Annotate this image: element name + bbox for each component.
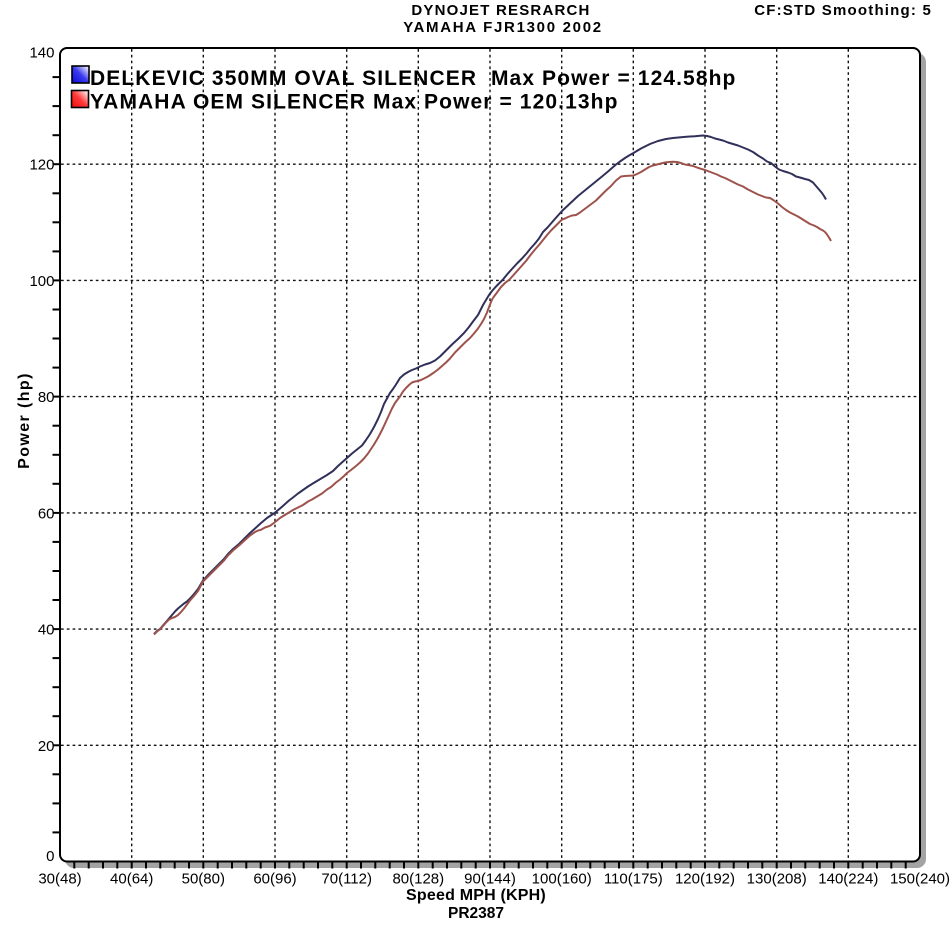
svg-text:YAMAHA FJR1300 2002: YAMAHA FJR1300 2002 (403, 19, 603, 36)
svg-text:140: 140 (29, 45, 54, 62)
svg-text:150(240): 150(240) (890, 871, 950, 888)
svg-text:110(175): 110(175) (604, 871, 663, 888)
svg-text:80: 80 (38, 389, 55, 406)
svg-text:130(208): 130(208) (747, 871, 807, 888)
svg-text:CF:STD Smoothing: 5: CF:STD Smoothing: 5 (754, 2, 932, 19)
svg-text:120(192): 120(192) (675, 871, 735, 888)
svg-text:60: 60 (38, 505, 55, 522)
svg-text:40(64): 40(64) (110, 871, 153, 888)
svg-text:120: 120 (29, 157, 54, 174)
svg-text:0: 0 (46, 848, 54, 865)
svg-text:30(48): 30(48) (38, 871, 81, 888)
svg-text:70(112): 70(112) (321, 871, 372, 888)
svg-text:20: 20 (38, 738, 55, 755)
svg-text:DELKEVIC 350MM OVAL SILENCER: DELKEVIC 350MM OVAL SILENCER Max Power =… (90, 67, 736, 90)
svg-text:Power (hp): Power (hp) (16, 372, 33, 469)
svg-text:PR2387: PR2387 (448, 905, 504, 922)
svg-text:100(160): 100(160) (532, 871, 592, 888)
svg-text:140(224): 140(224) (818, 871, 878, 888)
svg-text:50(80): 50(80) (182, 871, 225, 888)
svg-text:40: 40 (38, 622, 55, 639)
svg-text:YAMAHA OEM SILENCER Max Power: YAMAHA OEM SILENCER Max Power = 120.13hp (90, 91, 619, 114)
svg-text:100: 100 (29, 273, 54, 290)
svg-text:90(144): 90(144) (464, 871, 516, 888)
svg-text:DYNOJET RESRARCH: DYNOJET RESRARCH (411, 2, 590, 19)
svg-text:60(96): 60(96) (253, 871, 296, 888)
svg-text:80(128): 80(128) (392, 871, 444, 888)
svg-text:Speed MPH (KPH): Speed MPH (KPH) (406, 887, 546, 904)
